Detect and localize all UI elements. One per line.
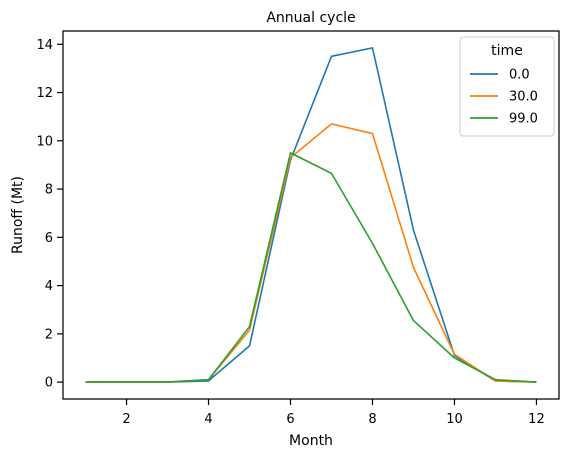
- y-tick-label: 10: [36, 134, 53, 149]
- x-tick-label: 2: [122, 412, 130, 427]
- chart-title: Annual cycle: [266, 10, 355, 26]
- legend-label: 99.0: [509, 112, 538, 127]
- legend: time 0.0 30.0 99.0: [459, 36, 555, 137]
- y-tick-label: 2: [45, 327, 53, 342]
- x-axis-ticks: 2 4 6 8 10 12: [122, 399, 545, 427]
- legend-title: time: [491, 43, 523, 59]
- x-tick-label: 4: [204, 412, 212, 427]
- x-tick-label: 6: [286, 412, 294, 427]
- y-axis-ticks: 0 2 4 6 8 10 12 14: [36, 38, 63, 391]
- y-tick-label: 6: [45, 231, 53, 246]
- series-line-99.0: [85, 152, 537, 383]
- x-axis-label: Month: [289, 433, 333, 449]
- y-tick-label: 4: [45, 279, 53, 294]
- legend-box: [459, 36, 555, 137]
- y-tick-label: 12: [36, 86, 53, 101]
- y-tick-label: 14: [36, 38, 53, 53]
- x-tick-label: 8: [368, 412, 376, 427]
- series-layer: [85, 47, 537, 383]
- legend-label: 0.0: [509, 68, 530, 83]
- legend-entries: 0.0 30.0 99.0: [470, 68, 538, 127]
- y-tick-label: 0: [45, 376, 53, 391]
- x-tick-label: 10: [446, 412, 463, 427]
- x-tick-label: 12: [528, 412, 545, 427]
- legend-label: 30.0: [509, 90, 538, 105]
- plot-frame: [62, 30, 560, 400]
- y-axis-label: Runoff (Mt): [10, 176, 26, 254]
- y-tick-label: 8: [45, 183, 53, 198]
